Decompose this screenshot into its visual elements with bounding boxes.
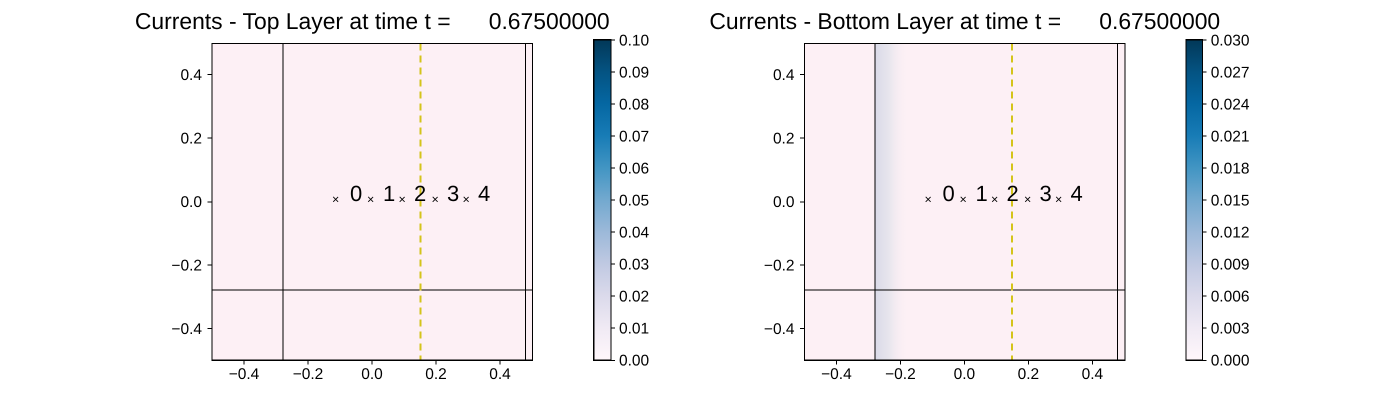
svg-text:0.006: 0.006 [1211, 289, 1250, 306]
svg-text:−0.4: −0.4 [764, 321, 795, 338]
svg-text:0.00: 0.00 [619, 352, 650, 369]
svg-text:4: 4 [1071, 181, 1083, 206]
svg-text:0.018: 0.018 [1211, 161, 1250, 178]
svg-text:×: × [991, 193, 998, 207]
svg-text:0.000: 0.000 [1211, 352, 1250, 369]
svg-text:0.06: 0.06 [619, 161, 649, 178]
svg-text:2: 2 [1007, 181, 1019, 206]
svg-text:0.01: 0.01 [619, 321, 649, 338]
svg-text:0.07: 0.07 [619, 128, 649, 145]
svg-text:0.021: 0.021 [1211, 128, 1250, 145]
svg-text:0.03: 0.03 [619, 257, 649, 274]
svg-text:0.003: 0.003 [1211, 321, 1250, 338]
svg-text:0.030: 0.030 [1211, 32, 1250, 49]
svg-text:0.4: 0.4 [773, 67, 795, 84]
svg-text:Currents - Top Layer at time t: Currents - Top Layer at time t = 0.67500… [135, 8, 610, 34]
svg-text:0.027: 0.027 [1211, 64, 1250, 81]
svg-text:0.0: 0.0 [773, 194, 795, 211]
svg-text:3: 3 [447, 181, 459, 206]
svg-text:0.2: 0.2 [1018, 366, 1040, 383]
svg-text:−0.2: −0.2 [885, 366, 916, 383]
svg-text:×: × [1024, 193, 1031, 207]
svg-text:−0.4: −0.4 [171, 321, 202, 338]
svg-text:×: × [960, 193, 967, 207]
svg-text:1: 1 [976, 181, 988, 206]
svg-text:3: 3 [1040, 181, 1052, 206]
svg-text:0.05: 0.05 [619, 193, 649, 210]
svg-text:0.012: 0.012 [1211, 225, 1250, 242]
svg-text:×: × [332, 193, 339, 207]
svg-text:Currents - Bottom Layer at tim: Currents - Bottom Layer at time t = 0.67… [709, 8, 1220, 34]
svg-text:0.2: 0.2 [180, 130, 202, 147]
svg-text:0.04: 0.04 [619, 225, 650, 242]
svg-text:0.4: 0.4 [489, 366, 511, 383]
svg-text:0.015: 0.015 [1211, 193, 1250, 210]
svg-text:0.09: 0.09 [619, 64, 649, 81]
svg-text:×: × [367, 193, 374, 207]
svg-text:0.4: 0.4 [180, 67, 202, 84]
svg-text:0.009: 0.009 [1211, 257, 1250, 274]
svg-text:0.0: 0.0 [954, 366, 976, 383]
svg-text:×: × [925, 193, 932, 207]
svg-text:×: × [399, 193, 406, 207]
svg-text:2: 2 [414, 181, 426, 206]
svg-text:×: × [1055, 193, 1062, 207]
svg-text:0.2: 0.2 [425, 366, 447, 383]
svg-text:−0.2: −0.2 [171, 258, 202, 275]
svg-text:0: 0 [943, 181, 955, 206]
svg-text:0.2: 0.2 [773, 130, 795, 147]
svg-text:0.10: 0.10 [619, 32, 650, 49]
svg-text:0: 0 [350, 181, 362, 206]
svg-text:1: 1 [383, 181, 395, 206]
svg-text:−0.4: −0.4 [229, 366, 260, 383]
svg-text:0.02: 0.02 [619, 289, 649, 306]
svg-text:0.0: 0.0 [361, 366, 383, 383]
svg-text:−0.2: −0.2 [293, 366, 324, 383]
svg-text:0.024: 0.024 [1211, 96, 1250, 113]
svg-text:−0.2: −0.2 [764, 258, 795, 275]
svg-text:−0.4: −0.4 [821, 366, 852, 383]
svg-text:0.08: 0.08 [619, 96, 649, 113]
svg-text:0.4: 0.4 [1082, 366, 1104, 383]
svg-text:×: × [463, 193, 470, 207]
svg-text:×: × [432, 193, 439, 207]
svg-text:0.0: 0.0 [180, 194, 202, 211]
svg-text:4: 4 [478, 181, 490, 206]
